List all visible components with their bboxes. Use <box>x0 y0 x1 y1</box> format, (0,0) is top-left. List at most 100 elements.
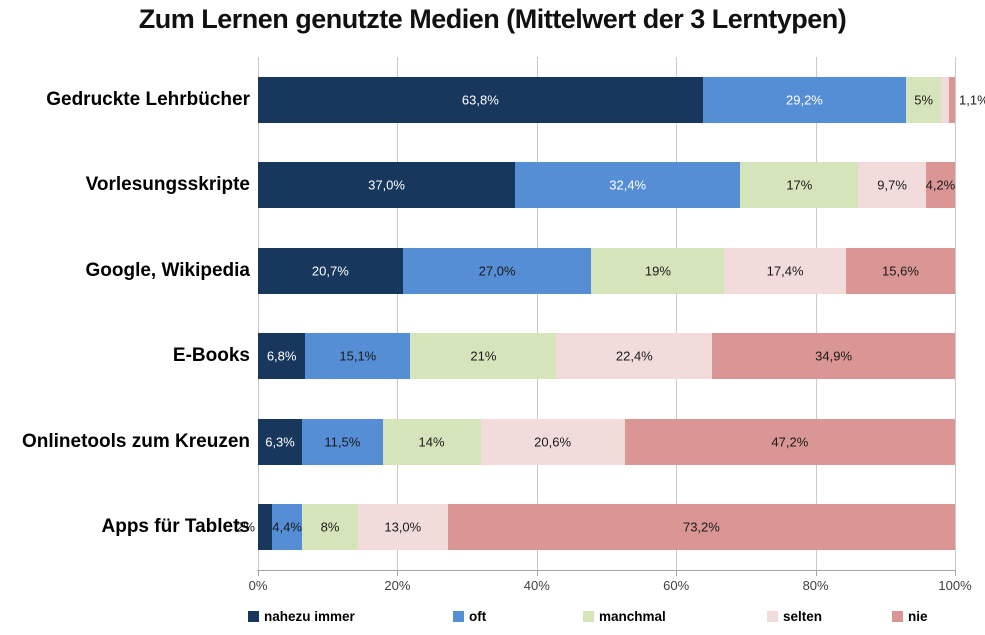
bar-row: Vorlesungsskripte 37,0% 32,4% 17% 9,7% 4,2% <box>86 143 956 229</box>
data-label: 19% <box>644 263 671 279</box>
data-label: 2% <box>236 519 255 535</box>
x-axis-line <box>257 570 956 571</box>
data-label: 1,1% <box>959 92 985 108</box>
bar-segment-manchmal <box>302 504 358 551</box>
bar-segment-selten <box>357 504 448 551</box>
data-label: 73,2% <box>682 519 720 535</box>
axis-tick <box>536 570 538 576</box>
data-label: 47,2% <box>771 434 809 450</box>
data-label: 17% <box>786 177 813 193</box>
bar-segment-nie <box>712 333 955 380</box>
gridline <box>258 57 259 570</box>
bar-segment-nahezu-immer <box>258 504 272 551</box>
x-tick-label: 20% <box>384 578 411 593</box>
legend-label: oft <box>469 609 487 624</box>
bar-segment-oft <box>515 162 741 209</box>
legend-label: nie <box>908 609 928 624</box>
data-label: 20,6% <box>534 434 572 450</box>
data-label: 22,4% <box>615 348 653 364</box>
legend-swatch-icon <box>248 611 259 622</box>
data-label: 15,6% <box>882 263 919 279</box>
legend-swatch-icon <box>583 611 594 622</box>
bar-row: Apps für Tablets 2% 4,4% 8% 13,0% 73,2% <box>102 485 955 571</box>
data-label: 27,0% <box>478 263 516 279</box>
category-label: Vorlesungsskripte <box>85 174 250 196</box>
data-label: 4,2% <box>925 177 956 193</box>
x-tick-label: 60% <box>663 578 690 593</box>
data-label: 34,9% <box>815 348 853 364</box>
legend-swatch-icon <box>892 611 903 622</box>
bar-segment-selten <box>724 247 846 294</box>
legend-item-oft: oft <box>453 609 486 624</box>
bar-segment-nahezu-immer <box>258 418 303 465</box>
bar-segment-manchmal <box>591 247 725 294</box>
data-label: 4,4% <box>272 519 302 535</box>
data-label: 21% <box>470 348 497 364</box>
bar-segment-manchmal <box>382 418 481 465</box>
category-label: Onlinetools zum Kreuzen <box>21 430 250 452</box>
data-label: 17,4% <box>766 263 804 279</box>
data-label: 6,3% <box>265 434 295 450</box>
gridline <box>676 57 678 570</box>
data-label: 63,8% <box>461 92 499 108</box>
gridline <box>815 57 817 570</box>
chart-title: Zum Lernen genutzte Medien (Mittelwert d… <box>138 4 847 34</box>
x-tick-label: 0% <box>248 578 268 593</box>
bar-track: 37,0% 32,4% 17% 9,7% 4,2% <box>258 162 956 209</box>
bar-segment-manchmal <box>740 162 859 209</box>
bar-track: 6,8% 15,1% 21% 22,4% 34,9% <box>258 333 955 380</box>
bar-track: 2% 4,4% 8% 13,0% 73,2% <box>236 504 955 551</box>
bar-row: Onlinetools zum Kreuzen 6,3% 11,5% 14% 20,6%… <box>22 399 955 485</box>
data-label: 8% <box>320 519 340 535</box>
bar-track: 63,8% 29,2% 5% 1,1% <box>258 76 985 123</box>
axis-tick <box>815 570 817 576</box>
bar-segment-nie <box>948 76 955 123</box>
bar-segment-nie <box>925 162 955 209</box>
axis-tick <box>955 570 956 576</box>
legend: nahezu immer oft manchmal selten nie <box>0 609 985 631</box>
category-label: Gedruckte Lehrbücher <box>46 88 250 110</box>
bar-segment-selten <box>941 76 949 123</box>
bar-segment-selten <box>480 418 625 465</box>
plot-area: 0% 20% 40% 60% 80% 100% Gedruckte Lehrbücher 63… <box>22 57 985 593</box>
bar-segment-oft <box>702 76 907 123</box>
bar-segment-oft <box>305 333 411 380</box>
legend-label: selten <box>783 609 823 624</box>
gridline <box>955 57 956 570</box>
x-tick-label: 40% <box>523 578 550 593</box>
bar-segment-selten <box>556 333 713 380</box>
axis-tick <box>676 570 678 576</box>
bar-track: 20,7% 27,0% 19% 17,4% 15,6% <box>258 247 955 294</box>
legend-label: manchmal <box>599 609 666 624</box>
bar-segment-nahezu-immer <box>258 247 403 294</box>
legend-item-nie: nie <box>892 609 928 624</box>
axis-tick <box>397 570 399 576</box>
bar-segment-nie <box>447 504 955 551</box>
legend-swatch-icon <box>767 611 778 622</box>
axis-tick <box>258 570 259 576</box>
legend-label: nahezu immer <box>264 609 355 624</box>
data-label: 29,2% <box>786 92 823 108</box>
bar-row: Google, Wikipedia 20,7% 27,0% 19% 17,4% 15,6% <box>85 228 955 314</box>
data-label: 15,1% <box>339 348 377 364</box>
legend-item-manchmal: manchmal <box>583 609 666 624</box>
category-label: E-Books <box>172 345 250 367</box>
bar-segment-oft <box>402 247 592 294</box>
data-label: 37,0% <box>368 177 405 193</box>
bar-segment-nie <box>845 247 955 294</box>
category-label: Google, Wikipedia <box>85 259 250 281</box>
bar-row: E-Books 6,8% 15,1% 21% 22,4% 34,9% <box>173 314 955 400</box>
x-tick-label: 80% <box>802 578 829 593</box>
bar-segment-manchmal <box>410 333 557 380</box>
bar-segment-selten <box>858 162 926 209</box>
data-label: 14% <box>418 434 445 450</box>
legend-swatch-icon <box>453 611 464 622</box>
gridline <box>397 57 399 570</box>
data-label: 11,5% <box>324 434 361 450</box>
bar-segment-nie <box>624 418 955 465</box>
bar-segment-oft <box>271 504 303 551</box>
bar-segment-nahezu-immer <box>258 162 516 209</box>
legend-item-nahezu-immer: nahezu immer <box>248 609 355 624</box>
data-label: 13,0% <box>384 519 422 535</box>
